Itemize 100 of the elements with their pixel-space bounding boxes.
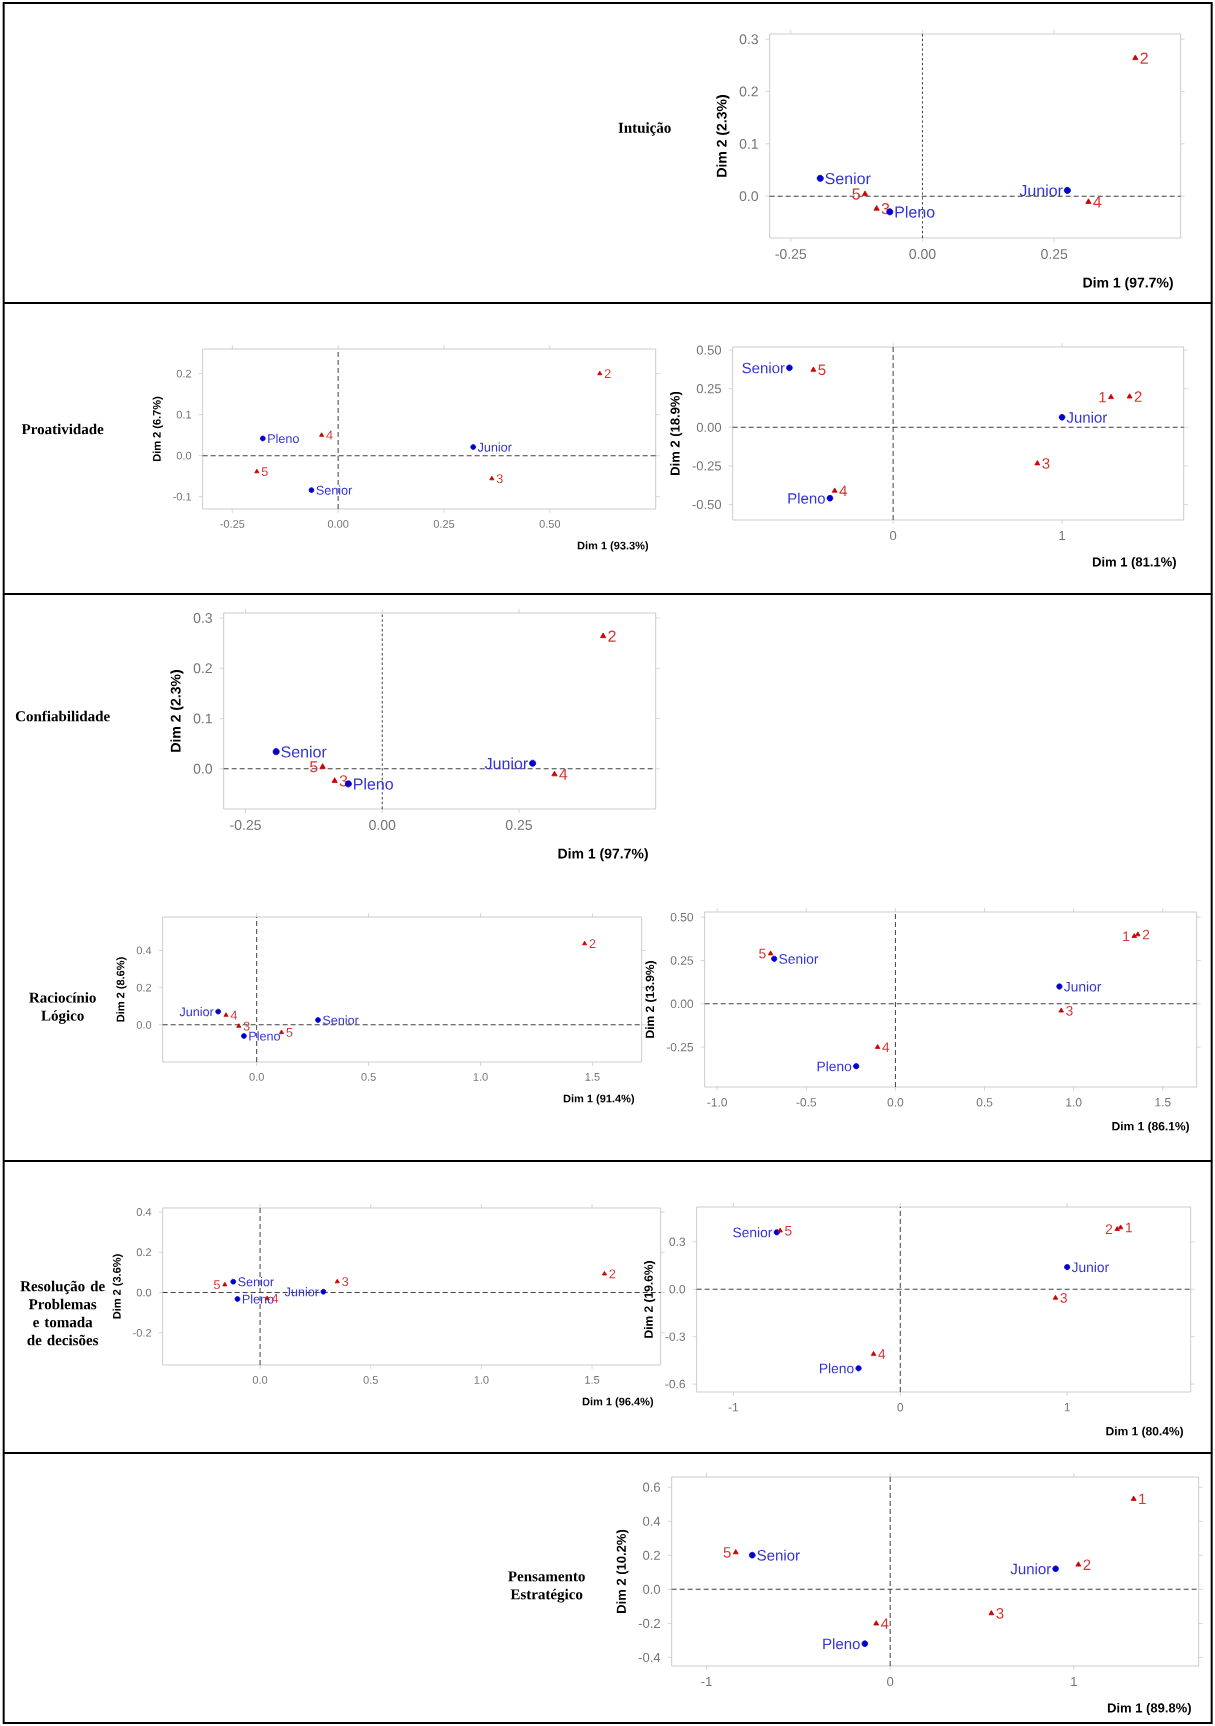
annotation: 4: [271, 1294, 279, 1303]
annotation: Junior: [477, 442, 512, 452]
y-tick-label: 0.50: [696, 345, 722, 355]
point: [853, 1063, 860, 1070]
x-tick-label: 1.0: [474, 1376, 489, 1384]
text: Resolução de Problemas e tomada de decisões: [20, 1280, 105, 1346]
annotation: 5: [759, 948, 766, 959]
point: [470, 444, 477, 450]
point: [236, 1023, 242, 1028]
point: [1135, 931, 1141, 937]
y-tick-label: 0.2: [643, 1550, 661, 1560]
annotation: Pleno: [788, 492, 826, 504]
annotation: 1: [1099, 392, 1107, 403]
x-tick-label: 0: [890, 531, 897, 541]
point: [733, 1549, 739, 1555]
annotation: Senior: [825, 172, 871, 185]
annotation: 4: [878, 1349, 886, 1359]
point: [749, 1551, 756, 1559]
annotation: 4: [1093, 196, 1102, 208]
annotation: 3: [1060, 1293, 1068, 1303]
point: [602, 1270, 608, 1276]
y-axis-title: Dim 2 (2.3%): [716, 95, 730, 177]
annotation: 4: [230, 1010, 238, 1020]
annotation: Junior: [1066, 411, 1108, 423]
y-tick-label: 0.2: [739, 86, 759, 97]
annotation: 4: [882, 1042, 890, 1052]
point: [582, 940, 588, 946]
y-tick-label: 0.3: [739, 34, 759, 45]
point: [215, 1008, 222, 1015]
point: [862, 190, 869, 196]
y-tick-label: 0.25: [696, 384, 722, 394]
y-tick-label: 0.0: [643, 1584, 661, 1594]
y-tick-label: 0.00: [696, 422, 722, 432]
x-tick-label: 1.0: [473, 1073, 488, 1081]
y-tick-label: 0.50: [670, 912, 694, 922]
x-axis-title: Dim 1 (91.4%): [563, 1094, 635, 1105]
point: [810, 366, 817, 372]
annotation: 5: [785, 1225, 792, 1236]
point: [308, 487, 315, 493]
point: [873, 1620, 880, 1626]
annotation: 4: [559, 768, 568, 780]
y-axis-title: Dim 2 (18.9%): [670, 391, 683, 475]
annotation: 2: [608, 630, 616, 642]
annotation: 2: [609, 1269, 616, 1279]
point: [1058, 1007, 1065, 1013]
annotation: 5: [723, 1547, 731, 1558]
point: [600, 632, 607, 639]
annotation: 3: [1042, 458, 1050, 469]
x-tick-label: 0.5: [363, 1376, 379, 1384]
annotation: 2: [1083, 1559, 1091, 1570]
x-tick-label: 1.5: [585, 1073, 600, 1081]
point: [272, 748, 280, 756]
x-tick-label: -1.0: [707, 1098, 728, 1107]
annotation: 4: [881, 1618, 889, 1629]
y-tick-label: 0.1: [176, 410, 192, 419]
x-tick-label: 0.25: [1041, 249, 1068, 259]
annotation: 1: [1126, 1222, 1133, 1233]
point: [1034, 460, 1041, 466]
point: [831, 487, 838, 493]
y-tick-label: 0.4: [136, 946, 152, 955]
y-tick-label: 0.00: [670, 999, 694, 1009]
annotation: 5: [261, 467, 268, 477]
x-tick-label: -0.25: [230, 820, 262, 830]
y-tick-label: -0.6: [665, 1379, 686, 1389]
point: [222, 1281, 228, 1287]
point: [1056, 983, 1063, 990]
text: Intuição: [618, 122, 671, 136]
y-tick-label: 0.6: [643, 1482, 661, 1492]
y-tick-label: -0.2: [638, 1618, 661, 1629]
y-tick-label: -0.2: [133, 1328, 152, 1337]
point: [768, 950, 774, 956]
y-tick-label: 0.0: [193, 763, 213, 774]
annotation: 3: [342, 1277, 349, 1287]
x-axis-title: Dim 1 (80.4%): [1106, 1426, 1184, 1438]
annotation: 4: [839, 485, 848, 496]
point: [254, 468, 260, 474]
text: Confiabilidade: [16, 710, 110, 722]
point: [1052, 1294, 1059, 1300]
y-tick-label: 0.0: [739, 191, 759, 202]
y-axis-title: Dim 2 (3.6%): [112, 1254, 124, 1319]
annotation: 3: [996, 1608, 1004, 1619]
point: [786, 364, 793, 372]
y-tick-label: 0.2: [176, 369, 192, 378]
x-tick-label: 1.5: [585, 1376, 600, 1384]
point: [1126, 393, 1133, 399]
annotation: Pleno: [823, 1638, 860, 1650]
point: [826, 494, 834, 502]
x-tick-label: 0.00: [909, 249, 936, 259]
annotation: Senior: [281, 745, 327, 758]
x-tick-label: 0.0: [249, 1073, 265, 1081]
annotation: Senior: [238, 1277, 275, 1287]
annotation: 3: [1066, 1005, 1073, 1016]
y-tick-label: 0.3: [669, 1237, 686, 1247]
point: [816, 174, 824, 182]
y-axis-title: Dim 2 (10.2%): [616, 1529, 629, 1613]
x-tick-label: 1: [1071, 1677, 1077, 1686]
x-tick-label: 0.25: [433, 520, 455, 528]
annotation: 1: [1139, 1493, 1146, 1505]
y-axis-title: Dim 2 (19.6%): [644, 1261, 656, 1338]
annotation: Senior: [742, 362, 785, 374]
